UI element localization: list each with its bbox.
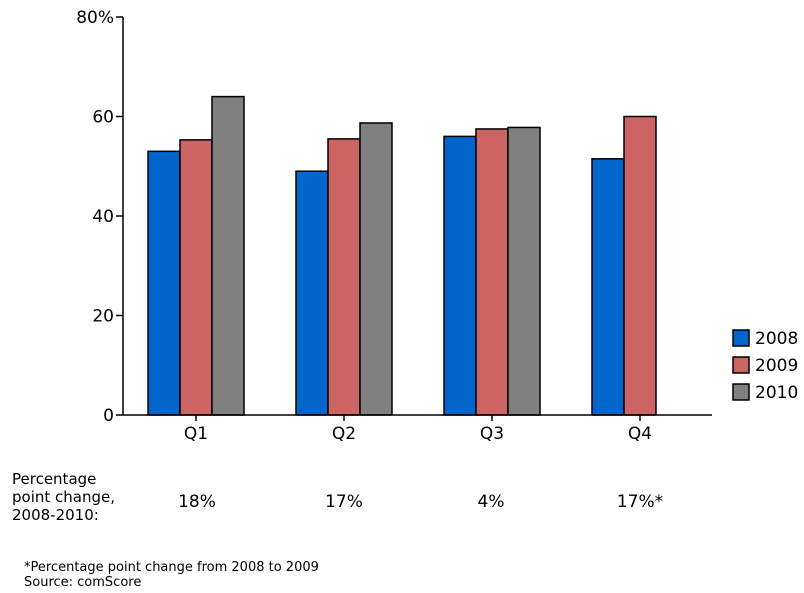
footnote: *Percentage point change from 2008 to 20… — [24, 560, 319, 590]
y-tick-label: 0 — [103, 406, 114, 426]
y-tick-label: 80% — [76, 8, 114, 28]
bar-q3-2009 — [475, 128, 509, 416]
bar-q4-2009 — [623, 115, 657, 416]
y-tick-label: 60 — [92, 108, 114, 128]
legend-label-2009: 2009 — [755, 356, 798, 376]
legend-swatch-2009 — [732, 356, 750, 374]
bar-q1-2010 — [211, 95, 245, 416]
y-ticks-group: 0 20 40 60 80% — [76, 8, 123, 426]
change-label-line-1: Percentage — [12, 470, 97, 488]
change-value-q4: 17%* — [616, 492, 664, 512]
legend-label-2008: 2008 — [755, 329, 798, 349]
x-tick-label: Q1 — [184, 424, 208, 444]
x-tick-label: Q3 — [480, 424, 504, 444]
bars-group — [147, 95, 657, 416]
change-value-q2: 17% — [325, 492, 363, 512]
x-tick-label: Q4 — [628, 424, 652, 444]
bar-q3-2010 — [507, 126, 541, 416]
bar-q2-2009 — [327, 138, 361, 416]
y-tick-label: 20 — [92, 307, 114, 327]
x-tick-label: Q2 — [332, 424, 356, 444]
x-labels-group: Q1 Q2 Q3 Q4 — [184, 415, 652, 444]
bar-q1-2009 — [179, 139, 213, 416]
bar-q4-2008 — [591, 158, 625, 416]
legend-label-2010: 2010 — [755, 383, 798, 403]
change-label-line-3: 2008-2010: — [12, 506, 99, 524]
bar-q2-2008 — [295, 170, 329, 416]
bar-q2-2010 — [359, 122, 393, 416]
change-value-q1: 18% — [178, 492, 216, 512]
bar-q1-2008 — [147, 150, 181, 416]
change-value-q3: 4% — [477, 492, 505, 512]
bar-q3-2008 — [443, 135, 477, 416]
y-tick-label: 40 — [92, 207, 114, 227]
change-row-label: Percentage point change, 2008-2010: — [12, 470, 152, 524]
footnote-line-1: *Percentage point change from 2008 to 20… — [24, 560, 319, 575]
legend-swatch-2010 — [732, 383, 750, 401]
footnote-source: Source: comScore — [24, 575, 142, 590]
legend-swatch-2008 — [732, 329, 750, 347]
legend: 2008 2009 2010 — [732, 329, 798, 403]
change-label-line-2: point change, — [12, 488, 115, 506]
bar-chart: 0 20 40 60 80% Q1 Q2 Q3 Q4 2008 2009 2010 — [76, 8, 798, 444]
